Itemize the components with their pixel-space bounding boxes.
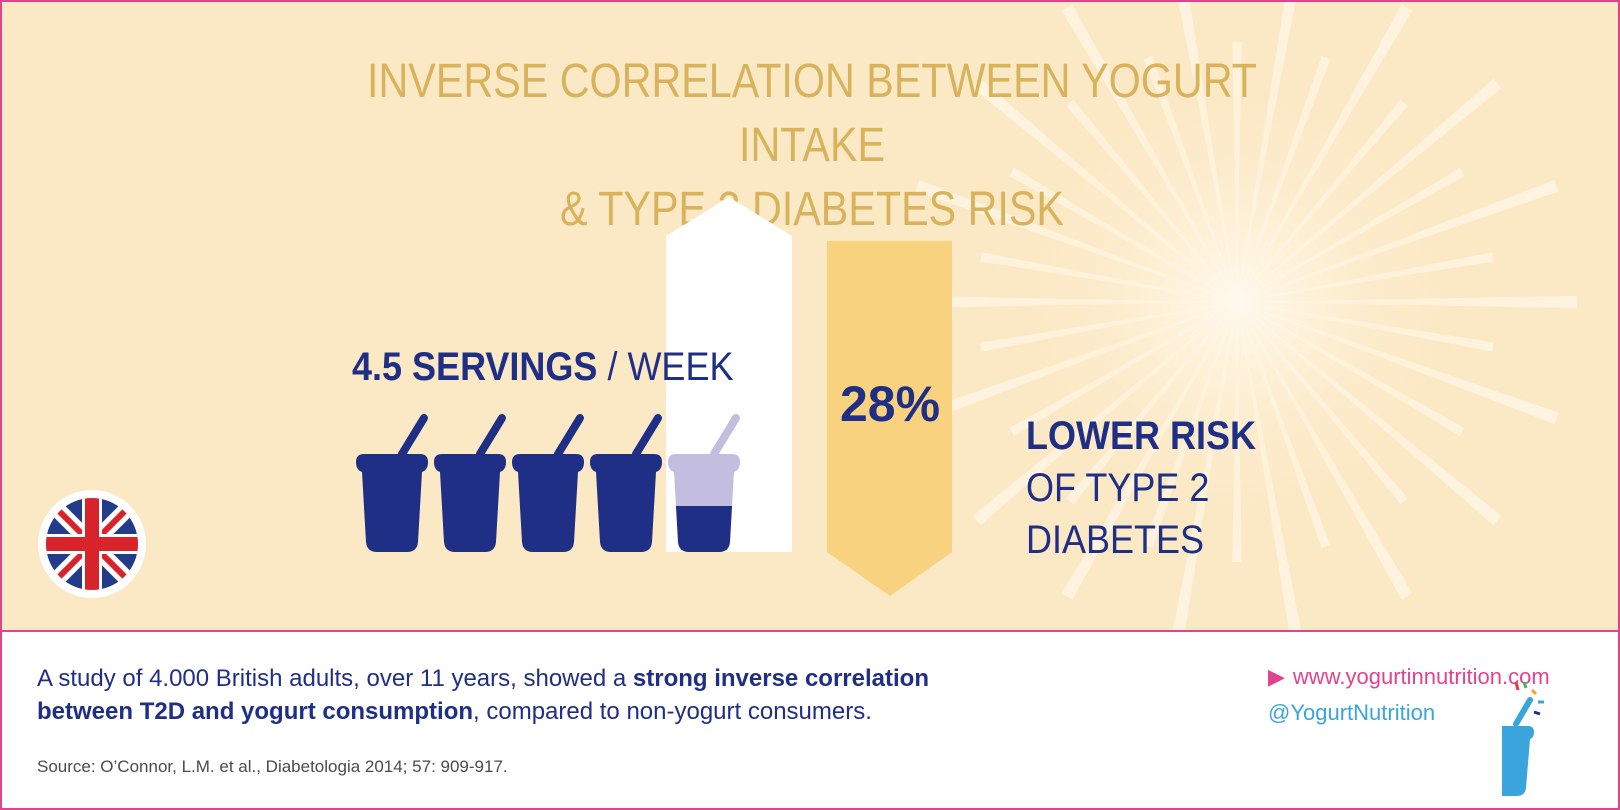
graphic-layer bbox=[2, 2, 1618, 630]
desc-bold-2: between T2D and yogurt consumption bbox=[37, 698, 473, 725]
servings-amount: 4.5 SERVINGS bbox=[352, 345, 597, 389]
risk-line-2: OF TYPE 2 bbox=[1026, 462, 1256, 514]
desc-text-1: A study of 4.000 British adults, over 11… bbox=[37, 665, 633, 692]
uk-flag-icon bbox=[38, 490, 146, 598]
yogurt-cup-icon bbox=[590, 418, 662, 552]
footer-panel: A study of 4.000 British adults, over 11… bbox=[2, 632, 1618, 808]
servings-unit: / WEEK bbox=[597, 345, 733, 389]
yogurt-cup-icon bbox=[356, 418, 428, 552]
source-citation: Source: O’Connor, L.M. et al., Diabetolo… bbox=[37, 756, 508, 778]
study-description: A study of 4.000 British adults, over 11… bbox=[37, 662, 1097, 728]
yogurt-logo-icon bbox=[1502, 670, 1592, 800]
top-panel: INVERSE CORRELATION BETWEEN YOGURT INTAK… bbox=[2, 2, 1618, 632]
desc-text-2: , compared to non-yogurt consumers. bbox=[473, 698, 872, 725]
yogurt-cup-icon bbox=[512, 418, 584, 552]
risk-line-3: DIABETES bbox=[1026, 514, 1256, 566]
yogurt-cup-icon bbox=[434, 418, 506, 552]
play-triangle-icon: ▶ bbox=[1268, 662, 1285, 692]
servings-label: 4.5 SERVINGS / WEEK bbox=[352, 342, 733, 392]
risk-percent: 28% bbox=[830, 374, 950, 434]
twitter-handle[interactable]: @YogurtNutrition bbox=[1268, 698, 1435, 728]
desc-bold-1: strong inverse correlation bbox=[633, 665, 929, 692]
risk-label: LOWER RISK OF TYPE 2 DIABETES bbox=[1026, 410, 1256, 566]
infographic: INVERSE CORRELATION BETWEEN YOGURT INTAK… bbox=[0, 0, 1620, 810]
risk-line-1: LOWER RISK bbox=[1026, 410, 1256, 462]
